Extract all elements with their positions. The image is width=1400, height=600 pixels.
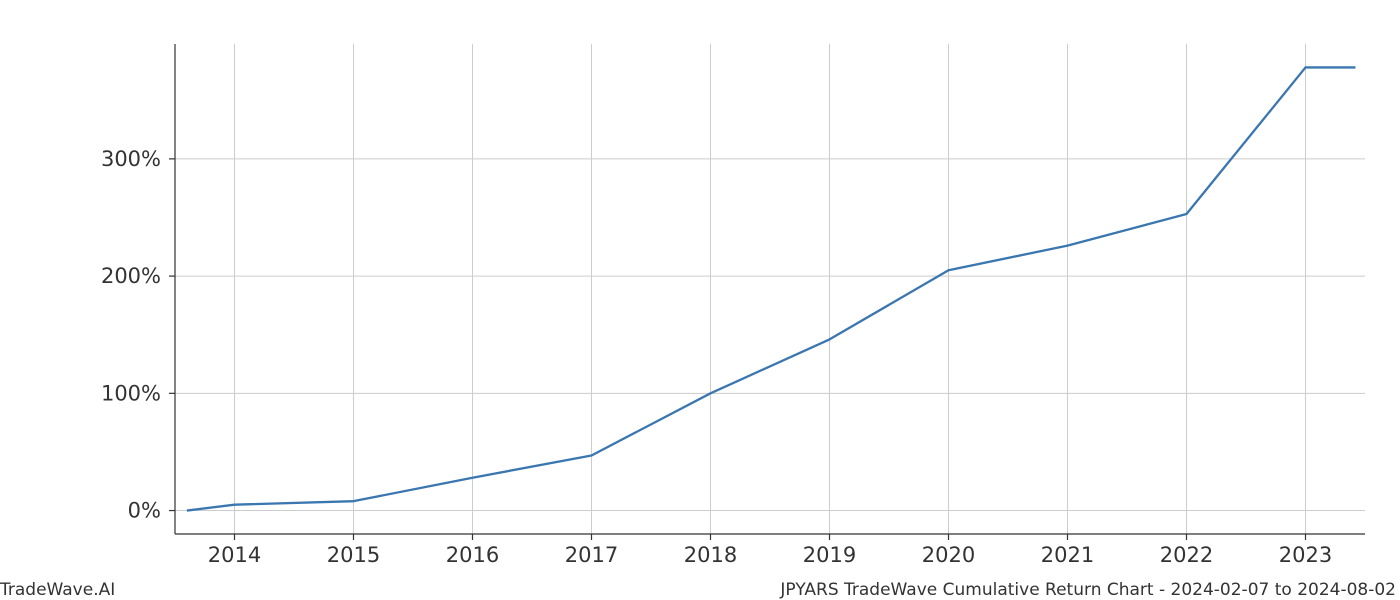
footer-caption: JPYARS TradeWave Cumulative Return Chart… — [780, 580, 1396, 600]
x-tick-label: 2022 — [1160, 543, 1213, 567]
x-tick-label: 2019 — [803, 543, 856, 567]
x-tick-label: 2015 — [327, 543, 380, 567]
x-tick-label: 2018 — [684, 543, 737, 567]
x-tick-label: 2016 — [446, 543, 499, 567]
y-tick-label: 300% — [101, 147, 161, 171]
x-tick-label: 2014 — [208, 543, 261, 567]
y-tick-label: 0% — [128, 499, 161, 523]
x-tick-label: 2021 — [1041, 543, 1094, 567]
line-chart: 2014 2015 2016 2017 2018 2019 2020 2021 2022 2023… — [0, 0, 1400, 600]
chart-container: 2014 2015 2016 2017 2018 2019 2020 2021 2022 2023… — [0, 0, 1400, 600]
y-tick-label: 100% — [101, 381, 161, 405]
y-tick-label: 200% — [101, 264, 161, 288]
x-tick-label: 2020 — [922, 543, 975, 567]
x-tick-label: 2023 — [1279, 543, 1332, 567]
x-tick-label: 2017 — [565, 543, 618, 567]
footer-brand: TradeWave.AI — [0, 580, 115, 600]
